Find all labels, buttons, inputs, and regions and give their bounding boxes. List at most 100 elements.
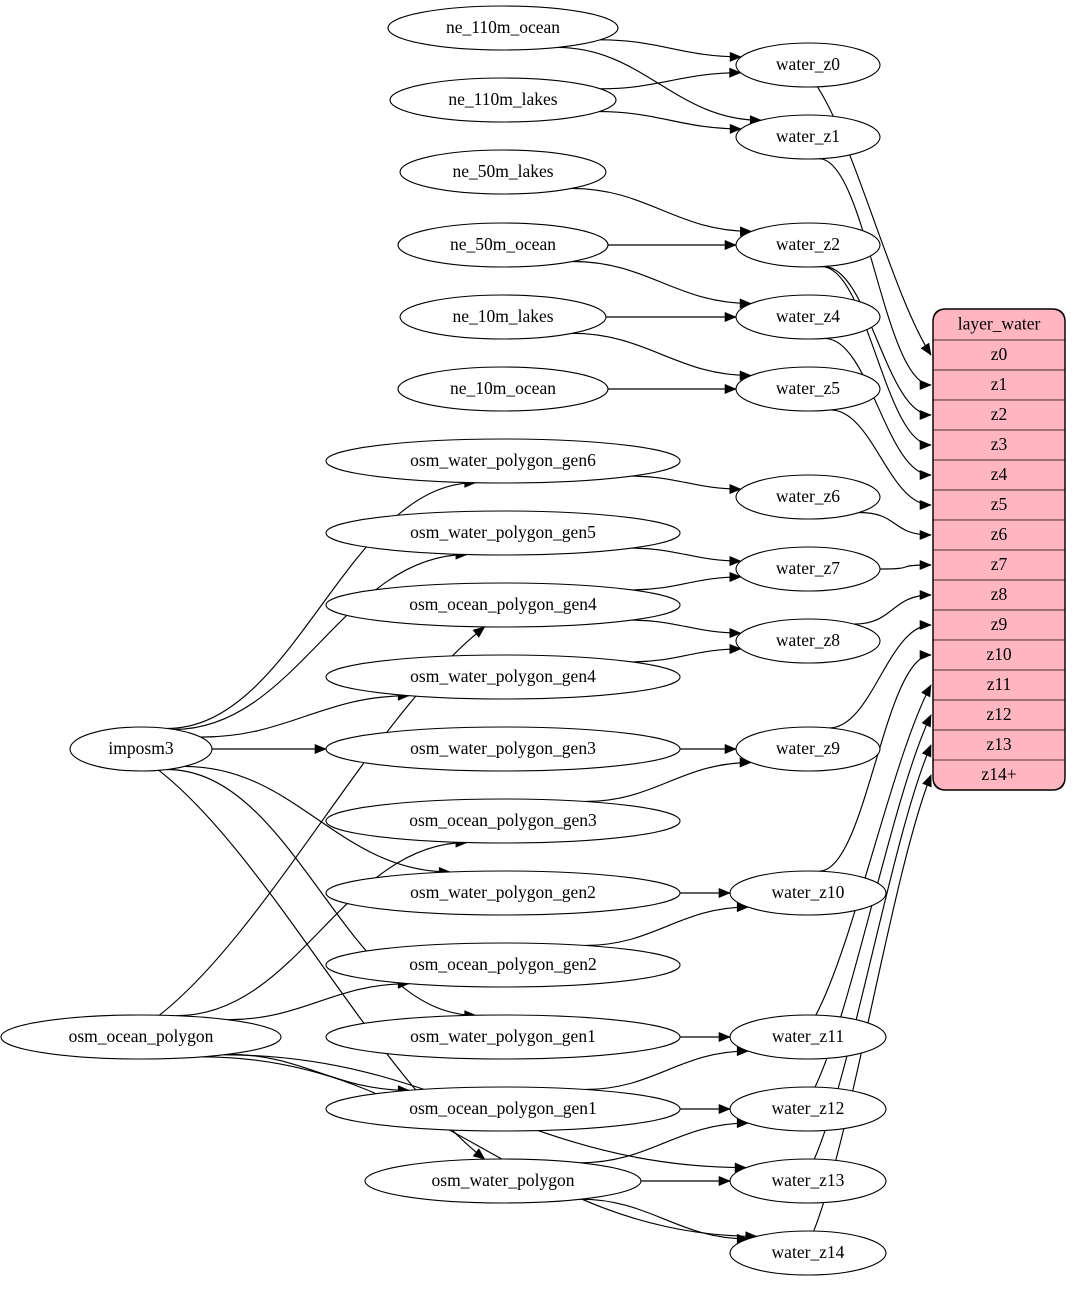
edge-arrowhead	[921, 684, 932, 698]
edge-arrowhead	[718, 1103, 731, 1115]
edge-arrowhead	[729, 556, 742, 567]
node-osm_water_polygon_gen1[interactable]: osm_water_polygon_gen1	[325, 1014, 681, 1060]
edge-osm_ocean_polygon-to-osm_ocean_polygon_gen2	[227, 983, 410, 1021]
edge-imposm3-to-osm_water_polygon_gen5	[173, 553, 467, 731]
node-label-imposm3: imposm3	[108, 738, 173, 758]
node-shape-water_z2	[735, 222, 881, 268]
node-shape-osm_water_polygon_gen5	[325, 510, 681, 556]
edge-osm_ocean_polygon_gen4-to-water_z7	[631, 576, 741, 591]
node-ne_50m_lakes[interactable]: ne_50m_lakes	[399, 149, 607, 195]
edge-water_z4-to-layer_water_z4	[824, 337, 932, 476]
node-osm_water_polygon_gen2[interactable]: osm_water_polygon_gen2	[325, 870, 681, 916]
node-ne_10m_ocean[interactable]: ne_10m_ocean	[397, 366, 609, 412]
node-osm_water_polygon_gen5[interactable]: osm_water_polygon_gen5	[325, 510, 681, 556]
layer-water-header-label: layer_water	[958, 314, 1041, 334]
node-water_z6[interactable]: water_z6	[735, 474, 881, 520]
node-water_z7[interactable]: water_z7	[735, 546, 881, 592]
node-shape-imposm3	[69, 726, 213, 772]
layer-water-table: layer_water z0 z1 z2 z3 z4 z5 z6 z7 z8 z9 z10 z11 z12…	[932, 308, 1066, 791]
node-water_z4[interactable]: water_z4	[735, 294, 881, 340]
layer-water-row-label-z4: z4	[991, 464, 1008, 484]
layer-water-row-z12[interactable]	[932, 699, 1066, 731]
node-ne_110m_ocean[interactable]: ne_110m_ocean	[387, 5, 619, 51]
node-osm_ocean_polygon_gen1[interactable]: osm_ocean_polygon_gen1	[325, 1086, 681, 1132]
node-water_z12[interactable]: water_z12	[729, 1086, 887, 1132]
edge-water_z8-to-layer_water_z8	[853, 594, 932, 625]
node-shape-water_z8	[735, 618, 881, 664]
node-osm_water_polygon[interactable]: osm_water_polygon	[364, 1158, 642, 1204]
node-label-water_z1: water_z1	[776, 126, 840, 146]
node-water_z2[interactable]: water_z2	[735, 222, 881, 268]
node-osm_ocean_polygon[interactable]: osm_ocean_polygon	[0, 1014, 282, 1060]
node-shape-osm_water_polygon_gen4	[325, 654, 681, 700]
node-osm_water_polygon_gen6[interactable]: osm_water_polygon_gen6	[325, 438, 681, 484]
node-water_z10[interactable]: water_z10	[729, 870, 887, 916]
node-shape-ne_110m_ocean	[387, 5, 619, 51]
edge-arrowhead	[921, 714, 932, 728]
layer-water-row-z6[interactable]	[932, 519, 1066, 551]
node-label-ne_50m_ocean: ne_50m_ocean	[450, 234, 556, 254]
edge-osm_ocean_polygon_gen4-to-water_z8	[631, 619, 741, 634]
edge-arrowhead	[729, 484, 742, 495]
edge-water_z2-to-layer_water_z3	[821, 266, 932, 446]
edge-arrowhead	[472, 626, 486, 638]
edge-osm_ocean_polygon_gen3-to-water_z9	[585, 761, 752, 803]
node-shape-ne_50m_lakes	[399, 149, 607, 195]
edge-arrowhead	[919, 589, 932, 601]
edge-imposm3-to-osm_water_polygon_gen4	[200, 695, 410, 738]
node-shape-ne_10m_lakes	[399, 294, 607, 340]
layer-water-row-label-z14plus: z14+	[981, 764, 1016, 784]
node-water_z8[interactable]: water_z8	[735, 618, 881, 664]
layer-water-row-z3[interactable]	[932, 429, 1066, 461]
node-shape-water_z0	[735, 42, 881, 88]
node-label-water_z6: water_z6	[776, 486, 840, 506]
edge-arrowhead	[920, 342, 932, 356]
node-ne_10m_lakes[interactable]: ne_10m_lakes	[399, 294, 607, 340]
node-label-water_z11: water_z11	[772, 1026, 844, 1046]
node-water_z11[interactable]: water_z11	[729, 1014, 887, 1060]
edge-arrowhead	[729, 628, 742, 639]
edge-osm_water_polygon_gen6-to-water_z6	[631, 475, 741, 490]
node-water_z0[interactable]: water_z0	[735, 42, 881, 88]
node-label-osm_water_polygon_gen5: osm_water_polygon_gen5	[410, 522, 596, 542]
node-osm_ocean_polygon_gen3[interactable]: osm_ocean_polygon_gen3	[325, 798, 681, 844]
node-imposm3[interactable]: imposm3	[69, 726, 213, 772]
layer-water-row-label-z9: z9	[991, 614, 1008, 634]
edge-arrowhead	[729, 571, 742, 582]
node-shape-water_z11	[729, 1014, 887, 1060]
edge-arrowhead	[718, 1175, 731, 1187]
edge-imposm3-to-osm_water_polygon_gen6	[166, 482, 476, 730]
node-label-water_z4: water_z4	[776, 306, 840, 326]
edge-arrowhead	[729, 643, 742, 654]
node-label-osm_ocean_polygon_gen3: osm_ocean_polygon_gen3	[409, 810, 597, 830]
node-ne_50m_ocean[interactable]: ne_50m_ocean	[397, 222, 609, 268]
layer-water-row-label-z7: z7	[991, 554, 1008, 574]
edge-arrowhead	[919, 469, 932, 481]
node-osm_ocean_polygon_gen2[interactable]: osm_ocean_polygon_gen2	[325, 942, 681, 988]
layer-water-row-label-z13: z13	[986, 734, 1012, 754]
edge-ne_110m_ocean-to-water_z0	[600, 39, 742, 58]
node-osm_water_polygon_gen4[interactable]: osm_water_polygon_gen4	[325, 654, 681, 700]
edge-osm_ocean_polygon_gen1-to-water_z11	[585, 1050, 749, 1091]
layer-water-row-z11[interactable]	[932, 669, 1066, 701]
node-osm_water_polygon_gen3[interactable]: osm_water_polygon_gen3	[325, 726, 681, 772]
node-shape-osm_water_polygon_gen6	[325, 438, 681, 484]
edge-arrowhead	[919, 499, 932, 511]
layer-water-row-label-z1: z1	[991, 374, 1008, 394]
edge-ne_110m_lakes-to-water_z1	[598, 111, 742, 130]
layer-water-row-label-z12: z12	[986, 704, 1011, 724]
node-label-osm_water_polygon_gen2: osm_water_polygon_gen2	[410, 882, 596, 902]
edge-arrowhead	[718, 1031, 731, 1043]
edge-arrowhead	[919, 379, 932, 391]
node-water_z5[interactable]: water_z5	[735, 366, 881, 412]
layer-water-row-label-z8: z8	[991, 584, 1008, 604]
node-water_z14[interactable]: water_z14	[729, 1230, 887, 1276]
node-osm_ocean_polygon_gen4[interactable]: osm_ocean_polygon_gen4	[325, 582, 681, 628]
node-water_z1[interactable]: water_z1	[735, 114, 881, 160]
node-shape-water_z7	[735, 546, 881, 592]
edge-arrowhead	[919, 649, 932, 661]
node-water_z13[interactable]: water_z13	[729, 1158, 887, 1204]
node-water_z9[interactable]: water_z9	[735, 726, 881, 772]
edge-water_z5-to-layer_water_z5	[830, 409, 932, 506]
node-ne_110m_lakes[interactable]: ne_110m_lakes	[389, 77, 617, 123]
